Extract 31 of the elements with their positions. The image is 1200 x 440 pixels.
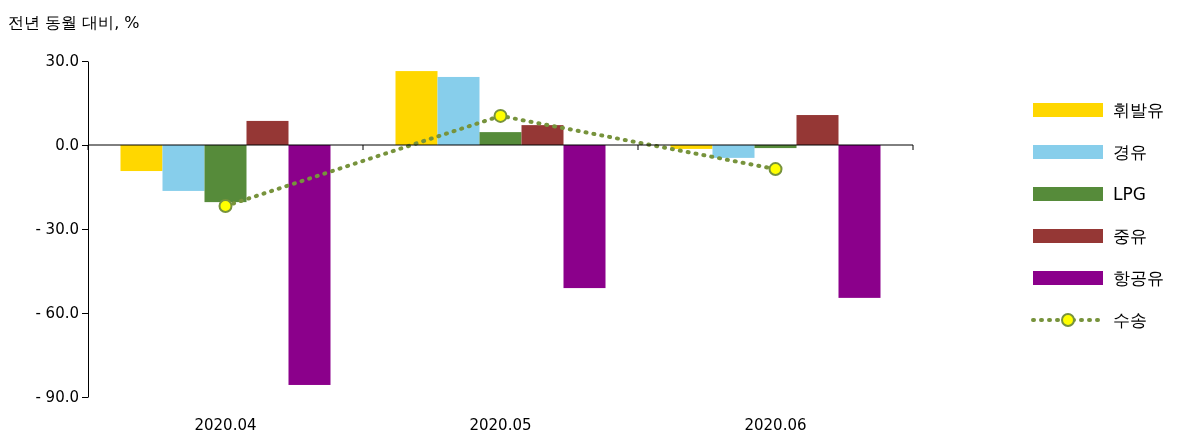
- bar: [563, 145, 606, 289]
- bar: [838, 145, 881, 298]
- bar: [796, 115, 839, 145]
- bar: [712, 145, 755, 158]
- legend-label: LPG: [1113, 184, 1146, 204]
- bar: [437, 76, 480, 145]
- bar: [120, 145, 163, 172]
- x-tick-label: 2020.05: [469, 416, 532, 434]
- legend-label: 휘발유: [1113, 100, 1164, 120]
- bar: [288, 145, 331, 385]
- legend-label: 항공유: [1113, 268, 1164, 288]
- x-tick-label: 2020.06: [744, 416, 807, 434]
- bar: [479, 132, 522, 145]
- x-tick-label: 2020.04: [194, 416, 257, 434]
- y-tick-label: 30.0: [45, 52, 79, 71]
- y-axis-title: 전년 동월 대비, %: [8, 13, 140, 32]
- legend-label: 수송: [1113, 310, 1147, 330]
- point: [218, 199, 233, 214]
- point: [493, 108, 508, 123]
- bar: [246, 120, 289, 145]
- bar: [395, 71, 438, 145]
- bar: [521, 125, 564, 145]
- y-tick-label: - 90.0: [35, 388, 79, 407]
- bar: [204, 145, 247, 203]
- y-tick-label: 0.0: [55, 136, 79, 155]
- y-tick-label: - 30.0: [35, 220, 79, 239]
- legend-label: 중유: [1113, 226, 1147, 246]
- point: [768, 162, 783, 177]
- y-tick-label: - 60.0: [35, 304, 79, 323]
- bar: [162, 145, 205, 191]
- legend-label: 경유: [1113, 142, 1147, 162]
